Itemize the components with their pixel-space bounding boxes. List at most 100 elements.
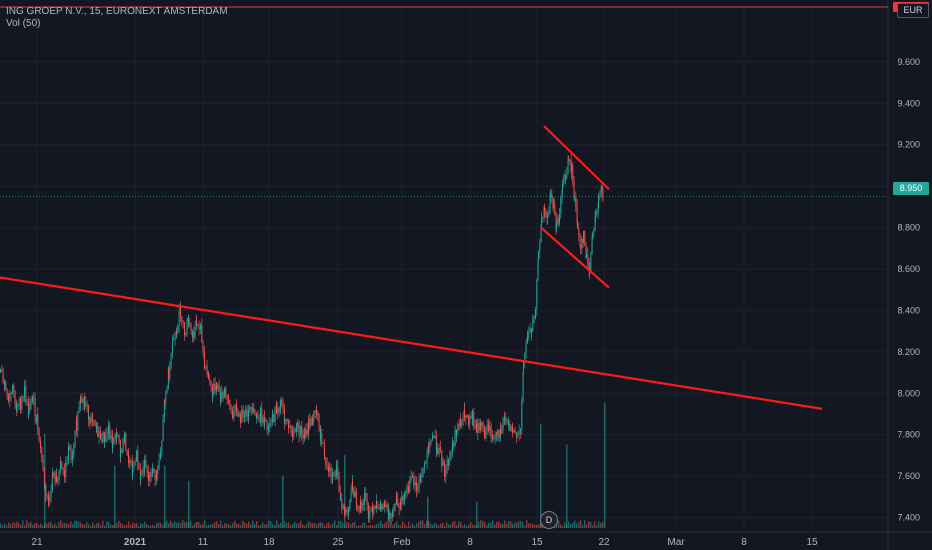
volume-bar — [6, 525, 8, 528]
volume-bar — [224, 523, 226, 528]
candle-body — [510, 426, 512, 432]
volume-bar — [318, 522, 320, 528]
candle-body — [230, 407, 232, 411]
volume-bar — [132, 522, 134, 528]
volume-bar — [560, 524, 562, 528]
volume-bar — [216, 521, 218, 528]
volume-bar — [424, 524, 426, 528]
candle-body — [156, 474, 157, 475]
candle-body — [400, 502, 401, 505]
candle-body — [559, 214, 560, 223]
candle-body — [183, 321, 185, 327]
volume-bar — [18, 522, 20, 528]
candle-body — [162, 417, 164, 442]
candle-body — [153, 468, 155, 472]
volume-bar — [314, 523, 316, 528]
candle-body — [57, 479, 59, 482]
volume-bar — [514, 522, 516, 528]
candle-body — [571, 164, 572, 173]
candle-body — [270, 421, 272, 424]
candle-body — [445, 469, 447, 477]
volume-bar — [98, 522, 100, 528]
volume-bar — [492, 520, 494, 528]
y-tick-label: 7.400 — [897, 513, 920, 523]
volume-bar — [294, 521, 296, 528]
volume-bar — [520, 520, 522, 528]
candle-body — [172, 340, 173, 344]
candle-body — [164, 400, 165, 403]
candle-body — [552, 197, 554, 208]
candle-body — [376, 501, 377, 507]
candle-body — [601, 187, 602, 190]
trendline-1 — [0, 276, 823, 410]
volume-bar — [448, 524, 450, 528]
volume-bar — [302, 524, 304, 528]
candle-body — [312, 419, 313, 422]
volume-bar — [244, 522, 246, 528]
candle-body — [426, 450, 428, 464]
candle-body — [262, 417, 264, 423]
volume-bar — [292, 523, 294, 528]
volume-bar — [504, 520, 506, 528]
volume-bar — [222, 525, 224, 528]
volume-indicator-label[interactable]: Vol (50) — [6, 18, 41, 29]
volume-bar — [342, 522, 344, 528]
volume-bar — [118, 520, 120, 528]
candle-body — [254, 412, 256, 414]
volume-bar — [584, 520, 586, 528]
dividend-marker[interactable]: D — [540, 511, 558, 529]
candle-body — [197, 323, 199, 327]
volume-bar — [536, 525, 538, 528]
candle-body — [157, 468, 159, 475]
candle-body — [189, 322, 191, 325]
candle-body — [518, 431, 520, 435]
volume-bar — [438, 525, 440, 528]
candle-body — [460, 419, 461, 426]
volume-bar — [94, 525, 96, 528]
volume-bar — [336, 524, 338, 528]
volume-bar — [182, 520, 184, 528]
candle-body — [328, 470, 329, 472]
candle-body — [412, 476, 413, 478]
currency-badge[interactable]: EUR — [897, 3, 929, 18]
volume-bar — [204, 520, 206, 528]
candle-body — [121, 450, 123, 453]
volume-bar — [14, 523, 16, 528]
volume-bar — [320, 522, 322, 528]
candle-body — [68, 446, 69, 456]
candle-body — [48, 497, 49, 502]
volume-bar — [572, 522, 574, 528]
candle-body — [86, 404, 88, 406]
candle-body — [342, 505, 344, 509]
candle-body — [276, 406, 277, 414]
current-price-badge: 8.950 — [893, 182, 929, 195]
candle-body — [533, 317, 535, 322]
volume-bar — [260, 525, 262, 528]
volume-bar — [40, 523, 42, 528]
candle-body — [338, 474, 340, 492]
candle-body — [261, 408, 263, 423]
candle-body — [462, 417, 464, 422]
candle-body — [385, 504, 387, 507]
volume-bar — [68, 524, 70, 528]
candle-body — [561, 190, 563, 198]
candle-body — [125, 432, 127, 450]
candle-body — [350, 489, 352, 502]
candle-body — [77, 412, 79, 431]
volume-bar — [268, 520, 270, 528]
volume-bar — [427, 496, 429, 528]
y-tick-label: 9.400 — [897, 98, 920, 108]
candle-body — [588, 264, 590, 270]
candle-body — [581, 238, 583, 249]
volume-bar — [324, 525, 326, 528]
candle-body — [308, 421, 309, 429]
candle-body — [421, 474, 423, 478]
candle-body — [141, 474, 143, 475]
candle-body — [514, 430, 516, 434]
candle-body — [214, 383, 216, 391]
volume-bar — [210, 524, 212, 528]
volume-bar — [282, 475, 284, 528]
volume-bar — [266, 524, 268, 528]
volume-bar — [350, 524, 352, 528]
